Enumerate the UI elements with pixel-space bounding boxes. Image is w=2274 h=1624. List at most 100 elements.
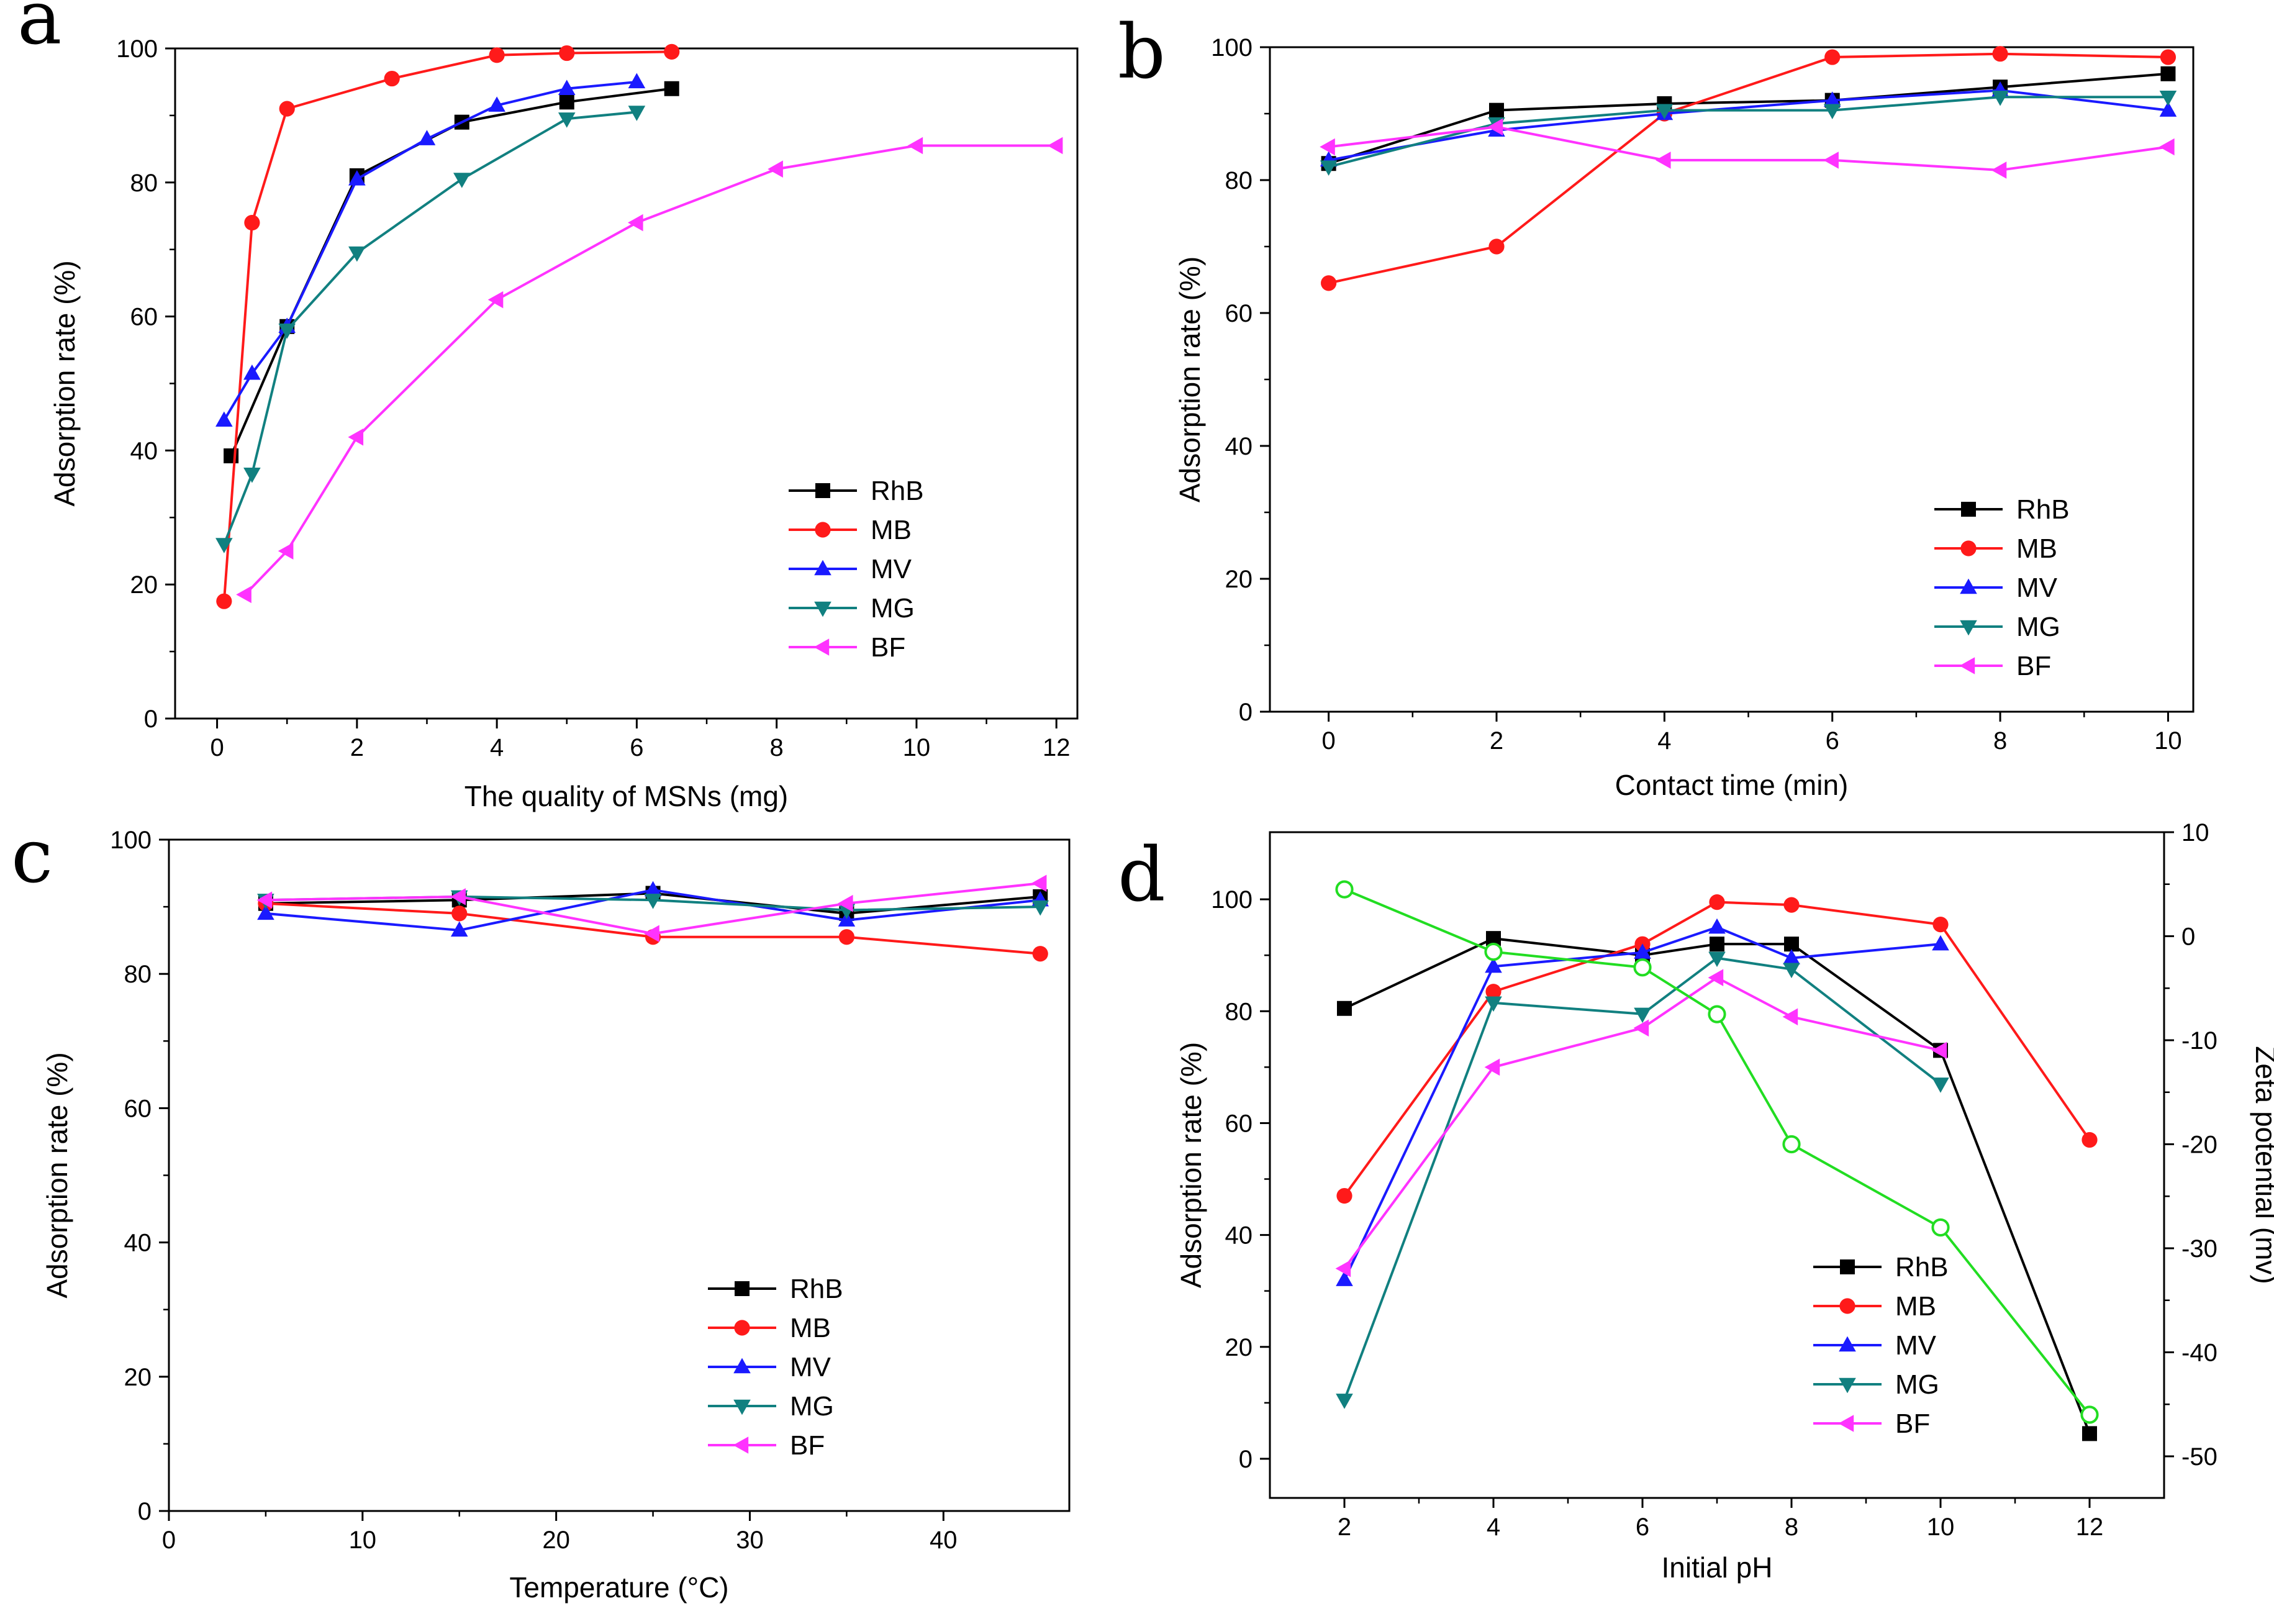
data-point-mv <box>1823 91 1841 107</box>
data-point-mb <box>1709 894 1725 910</box>
data-point-mv <box>644 881 662 897</box>
legend-marker <box>815 522 831 538</box>
data-point-mg <box>1320 160 1338 176</box>
legend-marker <box>735 1281 750 1296</box>
x-tick-label: 8 <box>770 734 784 761</box>
legend-label: BF <box>2016 651 2051 681</box>
panel-d: d2 4 6 8 10 12020406080100100-10-20-30-40-50Z… <box>1118 819 2274 1584</box>
data-point-bf <box>487 291 504 309</box>
data-point-mv <box>450 921 468 937</box>
legend-label: MB <box>871 515 912 545</box>
panel-a: a 0 2 4 6 8 10 12 0 20 40 60 80 100 The quality of MSN… <box>17 0 1079 812</box>
data-point-bf <box>278 542 294 560</box>
data-point-bf <box>2159 138 2175 156</box>
legend-label: MB <box>790 1313 831 1343</box>
data-point-zeta-potential <box>1931 1218 1950 1237</box>
y2-axis-label: Zeta potential (mv) <box>2250 1046 2274 1284</box>
x-tick-label: 8 <box>1785 1513 1798 1541</box>
data-point-bf <box>348 429 364 446</box>
y-tick-label: 80 <box>1225 998 1253 1025</box>
panel-letter: c <box>11 814 53 900</box>
x-tick-label: 4 <box>490 734 504 761</box>
data-point-mv <box>1634 943 1651 959</box>
y-tick-label: 20 <box>1225 566 1253 593</box>
series-bf <box>236 137 1063 604</box>
y-tick-label: 40 <box>130 437 158 465</box>
legend-marker <box>1960 578 1977 594</box>
plot-frame <box>174 47 1079 720</box>
y-axis-label: Adsorption rate (%) <box>48 260 81 506</box>
data-point-mv <box>243 364 261 380</box>
data-point-bf <box>1655 152 1671 169</box>
x-tick-label: 10 <box>2154 727 2182 755</box>
data-point-mv <box>348 170 366 186</box>
data-point-mg <box>628 106 646 121</box>
y-tick-label: 20 <box>1225 1334 1253 1361</box>
y-tick-label: 40 <box>1225 433 1253 460</box>
legend-marker <box>1959 657 1975 674</box>
legend-label: MG <box>871 593 915 624</box>
x-tick-label: 8 <box>1993 727 2007 755</box>
legend-marker <box>813 638 830 656</box>
y-tick-label: 100 <box>1211 886 1253 914</box>
data-point-bf <box>1633 1019 1649 1037</box>
legend-marker <box>1960 540 1977 556</box>
x-tick-label: 0 <box>162 1526 176 1554</box>
legend-label: RhB <box>2016 494 2070 525</box>
x-axis-label: Initial pH <box>1662 1551 1773 1584</box>
data-point-bf <box>236 586 251 604</box>
legend-label: MG <box>790 1391 834 1422</box>
series-line-mv <box>223 80 637 421</box>
series-line-rhb <box>1328 72 2168 165</box>
data-point-mg <box>1336 1394 1353 1409</box>
y2-tick-label: -10 <box>2181 1027 2217 1055</box>
series-mb <box>1336 894 2098 1204</box>
data-point-mv <box>2159 101 2177 117</box>
data-point-rhb <box>559 94 574 110</box>
y2-tick-label: 0 <box>2181 923 2195 951</box>
data-point-mg <box>558 112 576 128</box>
data-point-rhb <box>1337 1000 1352 1016</box>
x-axis-label: Contact time (min) <box>1615 769 1849 801</box>
data-point-mv <box>257 904 274 920</box>
y-tick-label: 80 <box>130 170 158 197</box>
legend-marker <box>1839 1336 1856 1352</box>
data-point-bf <box>1782 1008 1798 1026</box>
y2-tick-label: -20 <box>2181 1132 2217 1159</box>
data-point-mv <box>1932 935 1949 951</box>
data-point-rhb <box>1784 937 1799 952</box>
data-point-mb <box>489 47 505 63</box>
series-mg <box>215 106 646 553</box>
data-point-mg <box>215 538 233 553</box>
data-point-rhb <box>1710 937 1724 952</box>
series-mv <box>215 73 646 427</box>
series-mb <box>216 43 680 609</box>
data-point-bf <box>837 894 853 912</box>
series-line-mb <box>1328 52 2168 284</box>
data-point-mg <box>1656 104 1674 120</box>
data-point-mg <box>278 323 296 339</box>
data-point-mb <box>1032 946 1048 962</box>
legend-label: BF <box>871 632 905 663</box>
data-point-bf <box>1487 118 1503 136</box>
data-point-zeta-potential <box>1484 943 1503 961</box>
legend-label: RhB <box>790 1274 843 1304</box>
legend-label: BF <box>790 1430 825 1461</box>
data-point-mb <box>279 101 295 117</box>
data-point-bf <box>450 888 466 905</box>
legend-label: RhB <box>1895 1252 1949 1282</box>
data-point-mg <box>243 467 261 483</box>
legend-marker <box>1961 502 1976 517</box>
y-tick-label: 40 <box>1225 1222 1253 1250</box>
y-tick-label: 60 <box>124 1095 152 1122</box>
legend: RhB MB MV MG BF <box>708 1274 843 1461</box>
y-tick-label: 0 <box>1239 1446 1253 1473</box>
plot-frame <box>168 838 1071 1512</box>
legend-label: MB <box>2016 533 2057 564</box>
y-tick-label: 100 <box>116 35 158 63</box>
series-rhb <box>224 81 679 464</box>
panel-c: c 0 10 20 30 40 0 20 40 60 80 100 Temperature (°C) Ad… <box>11 814 1071 1604</box>
x-tick-label: 20 <box>542 1526 570 1554</box>
x-tick-label: 12 <box>1043 734 1071 761</box>
